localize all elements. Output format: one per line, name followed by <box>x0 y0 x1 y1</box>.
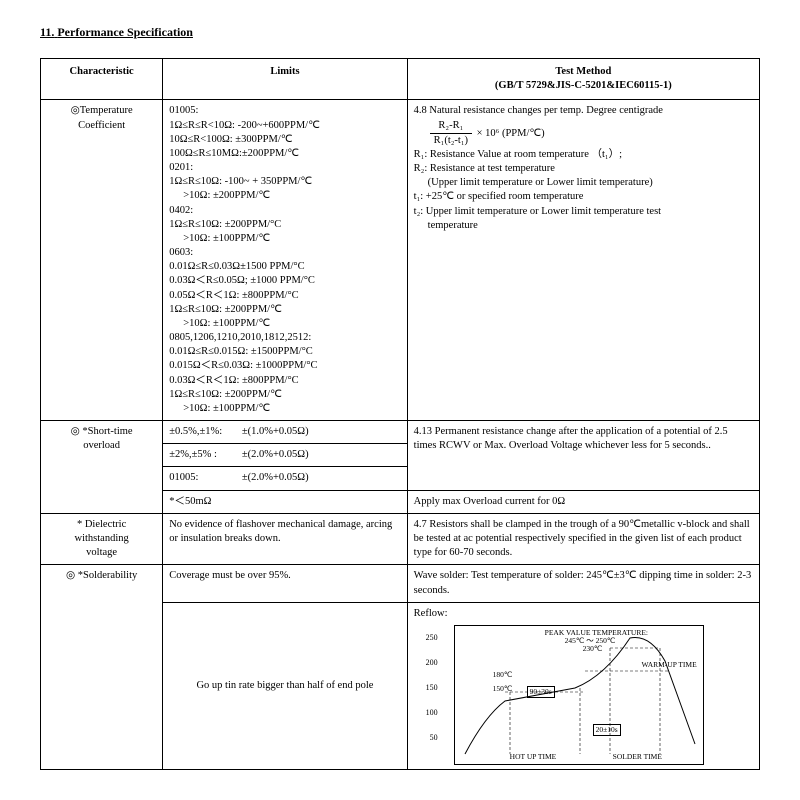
limits-line: >10Ω: ±100PPM/℃ <box>169 317 400 331</box>
method-line: R₁: Resistance Value at room temperature… <box>414 149 622 160</box>
solder-method-1: Wave solder: Test temperature of solder:… <box>407 565 759 602</box>
row-solder-1: ◎ *Solderability Coverage must be over 9… <box>41 565 760 602</box>
limits-line: >10Ω: ±100PPM/℃ <box>169 232 400 246</box>
dielectric-l1: * Dielectric <box>77 519 126 530</box>
section-title: 11. Performance Specification <box>40 25 760 40</box>
method-line: t₂: Upper limit temperature or Lower lim… <box>414 206 661 217</box>
limits-0603-h: 0603: <box>169 247 193 258</box>
st-col2: ±(2.0%+0.05Ω) <box>242 449 309 460</box>
tempco-characteristic: ◎Temperature Coefficient <box>41 100 163 421</box>
shorttime-limits-3: 01005: ±(2.0%+0.05Ω) <box>163 467 407 490</box>
limits-line: 0.015Ω＜R≤0.03Ω: ±1000PPM/°C <box>169 360 317 371</box>
limits-line: 0.01Ω≤R≤0.015Ω: ±1500PPM/°C <box>169 346 313 357</box>
method-line: t₁: +25℃ or specified room temperature <box>414 191 584 202</box>
solder-limits-2: Go up tin rate bigger than half of end p… <box>163 602 407 769</box>
annot-soldertime: SOLDER TIME <box>613 752 662 762</box>
method-line: temperature <box>414 219 753 233</box>
solder-limits-1: Coverage must be over 95%. <box>163 565 407 602</box>
limits-0402-h: 0402: <box>169 205 193 216</box>
limits-line: >10Ω: ±100PPM/℃ <box>169 402 400 416</box>
annot-box1: 90±30s <box>527 686 555 698</box>
limits-line: 1Ω≤R≤R<10Ω: -200~+600PPM/℃ <box>169 120 320 131</box>
shorttime-limits-2: ±2%,±5% : ±(2.0%+0.05Ω) <box>163 444 407 467</box>
method-line: 4.8 Natural resistance changes per temp.… <box>414 105 663 116</box>
limits-line: 0.01Ω≤R≤0.03Ω±1500 PPM/°C <box>169 261 304 272</box>
limits-line: >10Ω: ±200PPM/℃ <box>169 189 400 203</box>
limits-line: 10Ω≤R<100Ω: ±300PPM/℃ <box>169 134 292 145</box>
limits-01005-h: 01005: <box>169 105 198 116</box>
shorttime-limits-4: *＜50mΩ <box>163 490 407 513</box>
solder-characteristic: ◎ *Solderability <box>41 565 163 770</box>
row-dielectric: * Dielectric withstanding voltage No evi… <box>41 513 760 565</box>
st-col2: ±(2.0%+0.05Ω) <box>242 472 309 483</box>
annot-230: 230℃ <box>583 644 603 654</box>
st-col1: 01005: <box>169 471 239 485</box>
st-col1: ±2%,±5% : <box>169 448 239 462</box>
section-title-text: Performance Specification <box>57 25 193 39</box>
header-test-method: Test Method (GB/T 5729&JIS-C-5201&IEC601… <box>407 59 759 100</box>
limits-line: 0.05Ω＜R＜1Ω: ±800PPM/°C <box>169 290 298 301</box>
ytick: 150 <box>426 683 438 694</box>
limits-line: 1Ω≤R≤10Ω: ±200PPM/°C <box>169 219 281 230</box>
limits-0201-h: 0201: <box>169 162 193 173</box>
limits-line: 1Ω≤R≤10Ω: ±200PPM/℃ <box>169 389 282 400</box>
limits-line: 0.03Ω＜R＜1Ω: ±800PPM/°C <box>169 375 298 386</box>
tempco-label1: Temperature <box>80 105 133 116</box>
header-characteristic: Characteristic <box>41 59 163 100</box>
formula-den: R₁(t₂-t₁) <box>430 134 472 148</box>
ytick: 200 <box>426 658 438 669</box>
limits-line: 1Ω≤R≤10Ω: -100~ + 350PPM/℃ <box>169 176 312 187</box>
shorttime-label1: *Short-time <box>82 426 132 437</box>
method-line: (Upper limit temperature or Lower limit … <box>414 176 753 190</box>
limits-line: 0.03Ω＜R≤0.05Ω; ±1000 PPM/°C <box>169 275 315 286</box>
ytick: 50 <box>430 733 438 744</box>
shorttime-label2: overload <box>83 440 120 451</box>
reflow-box: PEAK VALUE TEMPERATURE: 245℃ ～ 250℃ 230℃… <box>454 625 704 765</box>
row-shorttime-1: ◎ *Short-time overload ±0.5%,±1%: ±(1.0%… <box>41 421 760 444</box>
reflow-curve <box>455 626 705 766</box>
tempco-prefix-icon: ◎ <box>71 105 80 116</box>
annot-box2: 20±10s <box>593 724 621 736</box>
annot-180: 180℃ <box>493 670 513 680</box>
limits-big-h: 0805,1206,1210,2010,1812,2512: <box>169 332 311 343</box>
solder-prefix-icon: ◎ <box>66 570 75 581</box>
reflow-chart: 250 200 150 100 50 <box>414 625 753 765</box>
ytick: 100 <box>426 708 438 719</box>
header-test-method-sub: (GB/T 5729&JIS-C-5201&IEC60115-1) <box>412 79 755 93</box>
annot-150: 150℃ <box>493 684 513 694</box>
section-number: 11. <box>40 25 54 39</box>
dielectric-method: 4.7 Resistors shall be clamped in the tr… <box>407 513 759 565</box>
ytick: 250 <box>426 633 438 644</box>
shorttime-characteristic: ◎ *Short-time overload <box>41 421 163 514</box>
formula-num: R₂-R₁ <box>430 119 472 134</box>
shorttime-limits-1: ±0.5%,±1%: ±(1.0%+0.05Ω) <box>163 421 407 444</box>
dielectric-l3: voltage <box>86 547 117 558</box>
header-limits: Limits <box>163 59 407 100</box>
annot-hotup: HOT UP TIME <box>510 752 557 762</box>
limits-line: 1Ω≤R≤10Ω: ±200PPM/℃ <box>169 304 282 315</box>
spec-table: Characteristic Limits Test Method (GB/T … <box>40 58 760 770</box>
row-tempco: ◎Temperature Coefficient 01005: 1Ω≤R≤R<1… <box>41 100 760 421</box>
solder-method-2: Reflow: 250 200 150 100 50 <box>407 602 759 769</box>
reflow-heading: Reflow: <box>414 608 448 619</box>
st-col2: ±(1.0%+0.05Ω) <box>242 426 309 437</box>
dielectric-characteristic: * Dielectric withstanding voltage <box>41 513 163 565</box>
dielectric-l2: withstanding <box>74 533 128 544</box>
limits-line: 100Ω≤R≤10MΩ:±200PPM/℃ <box>169 148 299 159</box>
tempco-method: 4.8 Natural resistance changes per temp.… <box>407 100 759 421</box>
st-col1: ±0.5%,±1%: <box>169 425 239 439</box>
shorttime-method-2: Apply max Overload current for 0Ω <box>407 490 759 513</box>
tempco-limits: 01005: 1Ω≤R≤R<10Ω: -200~+600PPM/℃ 10Ω≤R<… <box>163 100 407 421</box>
header-test-method-text: Test Method <box>412 65 755 79</box>
formula-tail: × 10⁶ (PPM/℃) <box>477 128 545 139</box>
annot-warmup: WARM-UP TIME <box>641 660 696 670</box>
method-line: R₂: Resistance at test temperature <box>414 163 555 174</box>
shorttime-method-1: 4.13 Permanent resistance change after t… <box>407 421 759 491</box>
formula-fraction: R₂-R₁ R₁(t₂-t₁) <box>430 119 472 148</box>
tempco-label2: Coefficient <box>78 120 125 131</box>
solder-label: *Solderability <box>78 570 138 581</box>
dielectric-limits: No evidence of flashover mechanical dama… <box>163 513 407 565</box>
shorttime-prefix-icon: ◎ <box>71 426 80 437</box>
